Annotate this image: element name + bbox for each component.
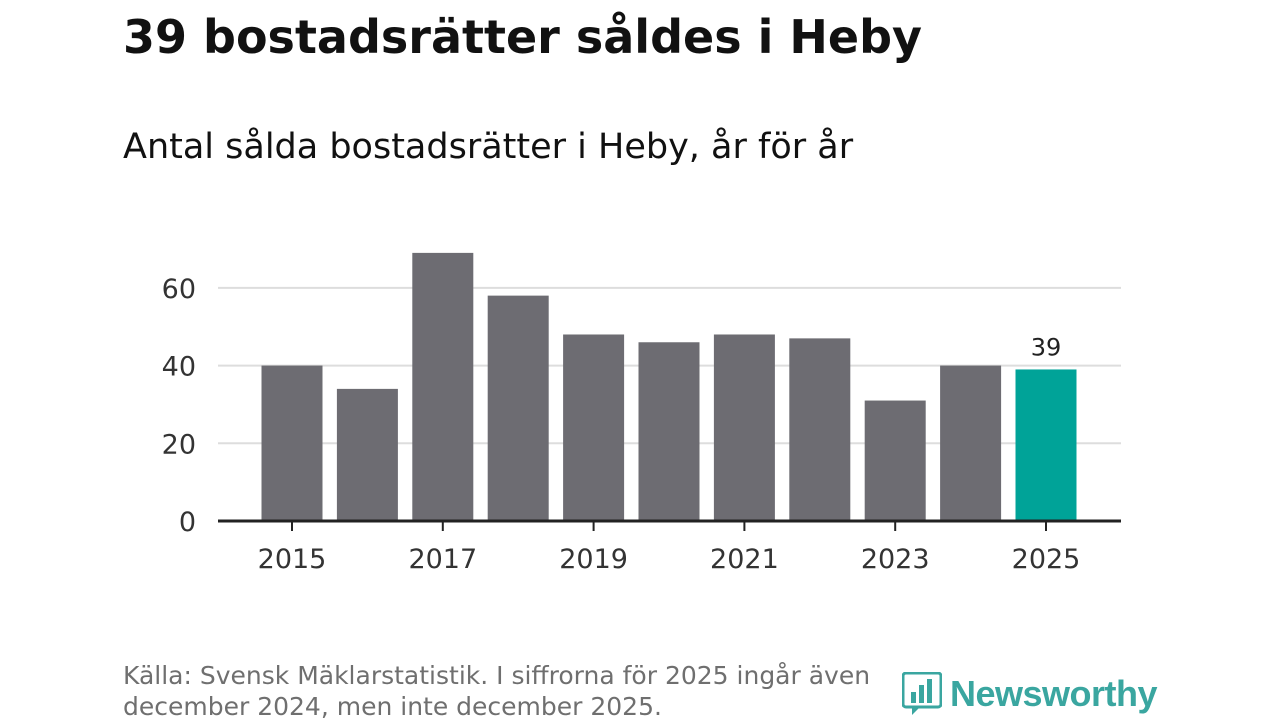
source-note: Källa: Svensk Mäklarstatistik. I siffror… [123, 661, 871, 720]
newsworthy-logo-icon [902, 672, 942, 715]
bar-2024 [940, 365, 1002, 521]
x-tick-label: 2021 [710, 544, 779, 575]
axes [218, 519, 1121, 531]
x-tick-label: 2019 [559, 544, 628, 575]
chart-title: 39 bostadsrätter såldes i Heby [123, 10, 922, 64]
labels: 0 20 40 60 2015 2017 2019 2021 2023 2025 39 [162, 274, 1081, 575]
data-label: 39 [1031, 333, 1062, 361]
bar-2016 [336, 388, 398, 521]
x-tick-label: 2023 [861, 544, 930, 575]
x-tick-label: 2025 [1012, 544, 1081, 575]
bar-2018 [487, 295, 549, 521]
bar-2021 [713, 334, 775, 521]
chart-subtitle: Antal sålda bostadsrätter i Heby, år för… [123, 127, 854, 167]
bar-2023 [864, 400, 926, 521]
bar-2025 [1015, 369, 1077, 521]
y-tick-label: 0 [179, 507, 196, 538]
y-tick-label: 40 [162, 352, 196, 383]
x-tick-label: 2015 [258, 544, 327, 575]
y-tick-label: 20 [162, 429, 196, 460]
bar-2020 [638, 342, 700, 521]
bar-2017 [412, 252, 474, 521]
newsworthy-logo: Newsworthy [902, 668, 1158, 720]
y-tick-label: 60 [162, 274, 196, 305]
bar-2019 [563, 334, 625, 521]
bar-2022 [789, 338, 851, 521]
bars [261, 252, 1077, 521]
x-tick-label: 2017 [408, 544, 477, 575]
bar-2015 [261, 365, 323, 521]
brand-name: Newsworthy [950, 673, 1158, 714]
